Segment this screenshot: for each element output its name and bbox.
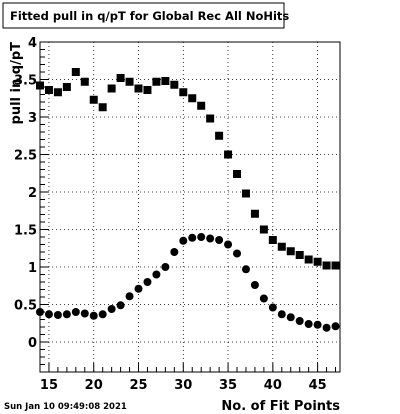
square-marker [36,81,44,90]
y-tick-label: 4 [28,36,37,51]
y-tick-label: 0 [28,336,37,351]
square-marker [170,80,179,89]
square-marker [313,257,322,266]
circle-marker [188,233,197,242]
square-marker [89,95,98,104]
square-marker [62,83,71,91]
circle-marker [277,310,286,319]
y-tick-label: 2 [28,186,37,201]
x-axis-label: No. of Fit Points [221,399,340,414]
square-marker [268,236,277,244]
circle-marker [152,270,161,279]
x-tick-label: 45 [309,378,327,393]
x-tick-label: 15 [40,378,58,393]
square-marker [259,225,268,234]
square-marker [80,77,89,86]
y-tick-label: 1.5 [14,224,37,239]
square-marker [143,86,152,94]
axes [39,41,341,373]
square-marker [197,101,206,110]
square-marker [277,242,286,251]
chart-title: Fitted pull in q/pT for Global Rec All N… [10,9,289,23]
circle-marker [295,317,304,325]
plot-frame [39,41,341,373]
square-marker [134,84,143,93]
square-marker [71,68,80,76]
circle-marker [241,265,250,274]
square-marker [233,170,242,178]
y-tick-label: 0.5 [14,299,37,314]
square-marker [107,84,116,93]
circle-marker [53,311,62,319]
circle-marker [80,309,89,318]
circle-marker [107,305,116,313]
x-tick-label: 40 [264,378,282,393]
x-tick-label: 30 [174,378,192,393]
x-tick-label: 25 [129,378,147,393]
square-marker [98,103,107,112]
circle-marker [233,249,242,258]
circle-marker [89,311,98,320]
x-tick-label: 20 [85,378,103,393]
square-marker [206,114,215,123]
square-marker [322,261,331,270]
square-marker [331,261,340,270]
circle-marker [259,294,268,303]
square-marker [304,255,313,264]
data-markers [36,68,340,332]
y-axis-label: pull in q/pT [9,42,24,125]
circle-marker [224,240,233,249]
circle-marker [116,301,125,310]
circle-marker [322,323,331,332]
circle-marker [170,248,179,256]
y-tick-label: 2.5 [14,149,37,164]
circle-marker [286,313,295,322]
circle-marker [250,281,259,289]
timestamp-footer: Sun Jan 10 09:49:08 2021 [4,402,127,412]
circle-marker [125,292,134,301]
circle-marker [215,236,224,244]
y-tick-label: 1 [28,261,37,276]
circle-marker [197,233,206,241]
circle-marker [206,234,215,243]
square-marker [215,131,224,140]
tick-labels: 15 20 25 30 35 40 45 0 0.5 1 1.5 2 2.5 3 3.5 4 [14,36,327,393]
square-marker [125,77,134,86]
square-marker [224,150,233,159]
y-tick-label: 3 [28,111,37,126]
title-box [2,2,285,29]
square-marker [116,74,125,82]
square-marker [152,77,161,86]
x-tick-label: 35 [219,378,237,393]
y-tick-label: 3.5 [14,74,37,89]
square-marker [179,88,188,97]
square-marker [241,189,250,198]
circle-marker [331,322,340,331]
square-marker [188,94,197,103]
square-marker [161,77,170,85]
square-marker [295,251,304,259]
square-marker [44,86,53,94]
circle-marker [313,320,322,329]
grid-lines [40,41,340,372]
circle-marker [36,308,44,316]
circle-marker [161,263,170,271]
square-marker [286,247,295,256]
square-marker [250,209,259,218]
circle-marker [71,308,80,316]
circle-marker [143,278,152,286]
circle-marker [134,284,143,293]
circle-marker [179,236,188,245]
circle-marker [268,303,277,312]
circle-marker [44,310,53,319]
circle-marker [98,310,107,319]
circle-marker [62,310,71,319]
square-marker [53,88,62,97]
circle-marker [304,320,313,328]
